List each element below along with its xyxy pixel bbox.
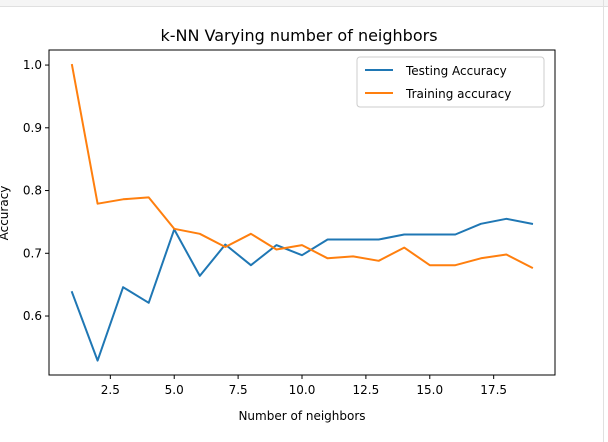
series-layer: [70, 63, 534, 362]
x-tick-label: 5.0: [165, 383, 184, 397]
notebook-top-strip: [0, 0, 608, 7]
x-axis-label: Number of neighbors: [238, 409, 365, 423]
legend-label-testing: Testing Accuracy: [405, 64, 507, 78]
x-tick-label: 7.5: [229, 383, 248, 397]
y-tick-label: 0.6: [23, 309, 42, 323]
legend-box: [356, 56, 545, 108]
y-tick-label: 0.8: [23, 184, 42, 198]
x-tick-label: 17.5: [480, 383, 507, 397]
y-axis-ticks: 0.6 0.7 0.8 0.9 1.0: [23, 58, 49, 323]
y-tick-label: 1.0: [23, 58, 42, 72]
legend: Testing Accuracy Training accuracy: [356, 56, 545, 108]
series-line-training-accuracy: [70, 63, 534, 270]
notebook-right-border: [603, 0, 604, 442]
y-tick-label: 0.9: [23, 121, 42, 135]
x-axis-ticks: 2.5 5.0 7.5 10.0 12.5 15.0 17.5: [101, 375, 507, 397]
x-tick-label: 2.5: [101, 383, 120, 397]
x-tick-label: 15.0: [416, 383, 443, 397]
x-tick-label: 10.0: [289, 383, 316, 397]
y-axis-label: Accuracy: [0, 186, 11, 241]
legend-label-training: Training accuracy: [405, 87, 511, 101]
series-line-testing-accuracy: [70, 217, 534, 362]
chart-title: k-NN Varying number of neighbors: [160, 26, 437, 45]
x-tick-label: 12.5: [353, 383, 380, 397]
y-tick-label: 0.7: [23, 246, 42, 260]
